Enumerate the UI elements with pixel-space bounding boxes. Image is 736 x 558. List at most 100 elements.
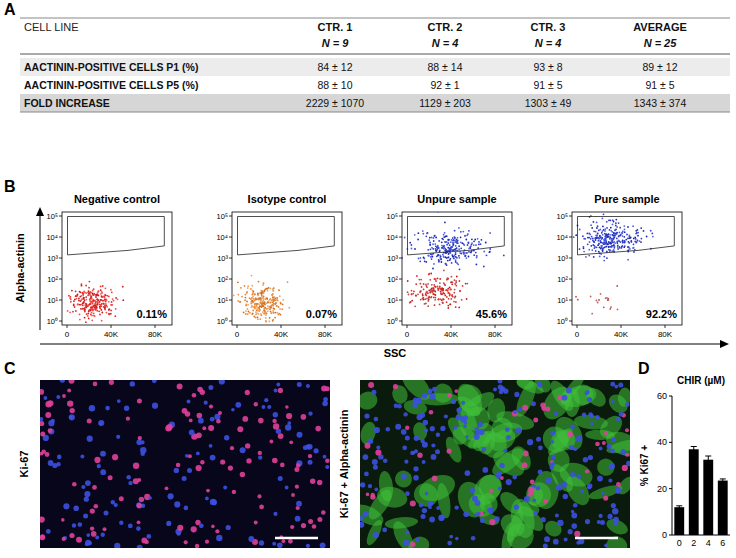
nucleus: [506, 435, 511, 440]
event-dot: [89, 281, 91, 283]
nucleus: [372, 459, 378, 465]
nucleus: [56, 395, 60, 399]
event-dot: [239, 301, 241, 303]
event-dot: [255, 307, 257, 309]
nucleus: [428, 501, 433, 506]
table-cell: 93 ± 8: [533, 61, 562, 73]
event-dot: [259, 305, 261, 307]
nucleus: [626, 461, 630, 466]
event-dot: [611, 246, 613, 248]
table-subheader: N = 4: [535, 37, 562, 49]
event-dot: [603, 243, 605, 245]
event-dot: [441, 301, 443, 303]
event-dot: [412, 293, 414, 295]
event-dot: [269, 299, 271, 301]
nucleus: [417, 453, 422, 458]
event-dot: [81, 308, 83, 310]
event-dot: [442, 288, 444, 290]
event-dot: [483, 266, 485, 268]
event-dot: [76, 295, 78, 297]
event-dot: [93, 300, 95, 302]
event-dot: [459, 290, 461, 292]
event-dot: [447, 278, 449, 280]
nucleus: [240, 447, 246, 453]
event-dot: [90, 314, 92, 316]
event-dot: [442, 254, 444, 256]
event-dot: [432, 248, 434, 250]
nucleus: [373, 465, 378, 470]
event-dot: [447, 242, 449, 244]
event-dot: [602, 234, 604, 236]
event-dot: [447, 288, 449, 290]
nucleus: [119, 521, 123, 525]
event-dot: [450, 249, 452, 251]
event-dot: [473, 240, 475, 242]
event-dot: [67, 310, 69, 312]
nucleus: [196, 432, 202, 438]
nucleus: [140, 440, 144, 444]
event-dot: [429, 297, 431, 299]
event-dot: [437, 255, 439, 257]
event-dot: [609, 243, 611, 245]
nucleus: [607, 444, 612, 449]
event-dot: [457, 264, 459, 266]
event-dot: [606, 246, 608, 248]
nucleus: [570, 424, 575, 429]
nucleus: [551, 455, 556, 460]
event-dot: [453, 258, 455, 260]
event-dot: [83, 308, 85, 310]
nucleus: [320, 543, 326, 549]
event-dot: [455, 301, 457, 303]
event-dot: [262, 305, 264, 307]
nucleus: [219, 380, 225, 385]
event-dot: [454, 289, 456, 291]
event-dot: [254, 307, 256, 309]
event-dot: [623, 236, 625, 238]
nucleus: [210, 417, 215, 422]
nucleus: [622, 465, 628, 471]
nucleus: [461, 401, 465, 405]
event-dot: [618, 236, 620, 238]
tick: [495, 325, 496, 328]
nucleus: [40, 517, 45, 523]
nucleus: [245, 443, 250, 448]
nucleus: [465, 435, 469, 439]
event-dot: [591, 313, 593, 315]
nucleus: [421, 514, 426, 519]
event-dot: [274, 317, 276, 319]
nucleus: [291, 493, 295, 497]
micrograph: [349, 365, 645, 558]
nucleus: [499, 463, 504, 468]
event-dot: [617, 242, 619, 244]
nucleus: [60, 380, 65, 383]
event-dot: [603, 243, 605, 245]
event-dot: [99, 314, 101, 316]
event-dot: [101, 320, 103, 322]
event-dot: [462, 231, 464, 233]
event-dot: [466, 283, 468, 285]
image-content: [360, 380, 630, 548]
nucleus: [576, 436, 582, 442]
plot-frame: [232, 212, 342, 325]
nucleus: [568, 529, 573, 534]
event-dot: [247, 285, 249, 287]
event-dot: [456, 276, 458, 278]
event-dot: [104, 294, 106, 296]
tick: [399, 321, 402, 322]
nucleus: [216, 535, 222, 541]
event-dot: [411, 244, 413, 246]
event-dot: [452, 296, 454, 298]
tick: [621, 325, 622, 328]
event-dot: [450, 282, 452, 284]
event-dot: [468, 230, 470, 232]
event-dot: [622, 242, 624, 244]
event-dot: [439, 250, 441, 252]
event-dot: [415, 295, 417, 297]
event-dot: [438, 247, 440, 249]
event-dot: [95, 308, 97, 310]
event-dot: [474, 239, 476, 241]
event-dot: [601, 245, 603, 247]
event-dot: [426, 298, 428, 300]
event-dot: [440, 293, 442, 295]
event-dot: [430, 292, 432, 294]
